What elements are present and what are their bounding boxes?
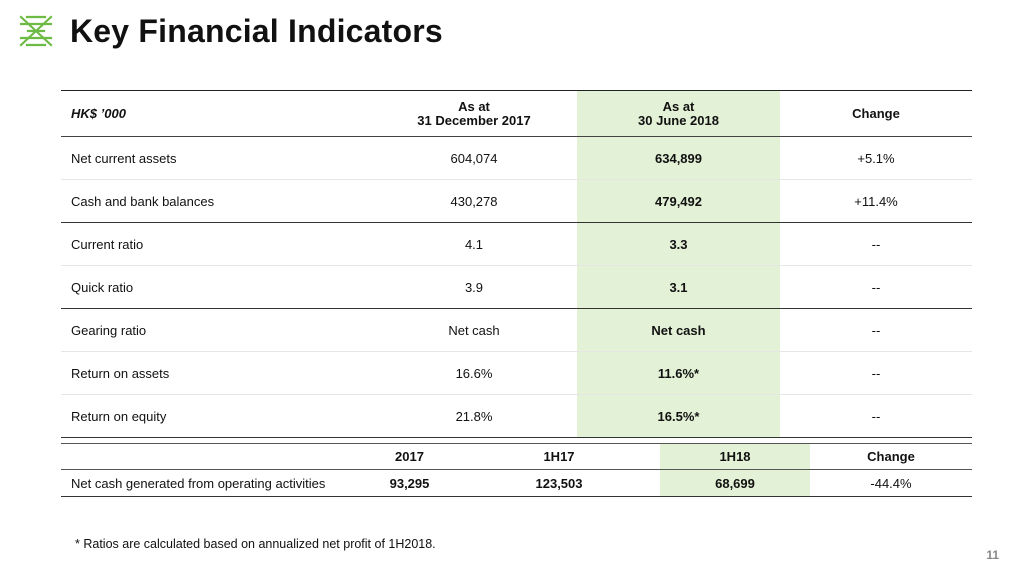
row-label: Current ratio (61, 222, 371, 266)
value-2018: 11.6%* (577, 351, 780, 395)
value-2017: 430,278 (371, 179, 577, 223)
change-value: +11.4% (780, 179, 972, 223)
year-2017-header: 2017 (361, 443, 458, 470)
value-2017: 4.1 (371, 222, 577, 266)
table-row: Net cash generated from operating activi… (61, 469, 972, 497)
empty-header (61, 443, 361, 470)
financial-indicators-table: HK$ ’000 As at 31 December 2017 As at 30… (61, 90, 972, 438)
change-header: Change (810, 443, 972, 470)
row-label: Net cash generated from operating activi… (61, 469, 361, 497)
table-row: Net current assets 604,074 634,899 +5.1% (61, 136, 972, 180)
table-header-row: HK$ ’000 As at 31 December 2017 As at 30… (61, 90, 972, 137)
table-row: Cash and bank balances 430,278 479,492 +… (61, 179, 972, 223)
table-row: Quick ratio 3.9 3.1 -- (61, 265, 972, 309)
value-2017: 21.8% (371, 394, 577, 438)
value-2017: Net cash (371, 308, 577, 352)
row-label: Net current assets (61, 136, 371, 180)
change-value: -44.4% (810, 469, 972, 497)
page-title: Key Financial Indicators (70, 13, 443, 49)
value-2017: 3.9 (371, 265, 577, 309)
value-2017: 93,295 (361, 469, 458, 497)
value-2018: 3.3 (577, 222, 780, 266)
header-line: As at (458, 98, 490, 114)
jun-2018-header: As at 30 June 2018 (577, 90, 780, 137)
row-label: Return on assets (61, 351, 371, 395)
change-value: +5.1% (780, 136, 972, 180)
table-row: Gearing ratio Net cash Net cash -- (61, 308, 972, 352)
table-row: Return on assets 16.6% 11.6%* -- (61, 351, 972, 395)
1h18-header: 1H18 (660, 443, 810, 470)
value-2018: 479,492 (577, 179, 780, 223)
row-label: Quick ratio (61, 265, 371, 309)
change-value: -- (780, 265, 972, 309)
value-2018: 3.1 (577, 265, 780, 309)
row-label: Gearing ratio (61, 308, 371, 352)
table-header-row: 2017 1H17 1H18 Change (61, 443, 972, 470)
change-header: Change (780, 90, 972, 137)
page-number: 11 (986, 548, 999, 562)
value-2017: 604,074 (371, 136, 577, 180)
change-value: -- (780, 222, 972, 266)
dec-2017-header: As at 31 December 2017 (371, 90, 577, 137)
company-logo-icon (19, 15, 53, 47)
table-row: Current ratio 4.1 3.3 -- (61, 222, 972, 266)
header-line: As at (662, 98, 695, 114)
row-label: Cash and bank balances (61, 179, 371, 223)
change-value: -- (780, 394, 972, 438)
value-2018: 16.5%* (577, 394, 780, 438)
value-1h18: 68,699 (660, 469, 810, 497)
change-value: -- (780, 308, 972, 352)
currency-unit-header: HK$ ’000 (61, 90, 371, 137)
value-2018: Net cash (577, 308, 780, 352)
change-value: -- (780, 351, 972, 395)
row-label: Return on equity (61, 394, 371, 438)
value-2018: 634,899 (577, 136, 780, 180)
header-line: 31 December 2017 (417, 112, 531, 128)
value-2017: 16.6% (371, 351, 577, 395)
value-1h17: 123,503 (458, 469, 660, 497)
table-row: Return on equity 21.8% 16.5%* -- (61, 394, 972, 438)
1h17-header: 1H17 (458, 443, 660, 470)
cash-flow-table: 2017 1H17 1H18 Change Net cash generated… (61, 443, 972, 497)
header-line: 30 June 2018 (638, 112, 719, 128)
footnote: * Ratios are calculated based on annuali… (75, 537, 436, 551)
